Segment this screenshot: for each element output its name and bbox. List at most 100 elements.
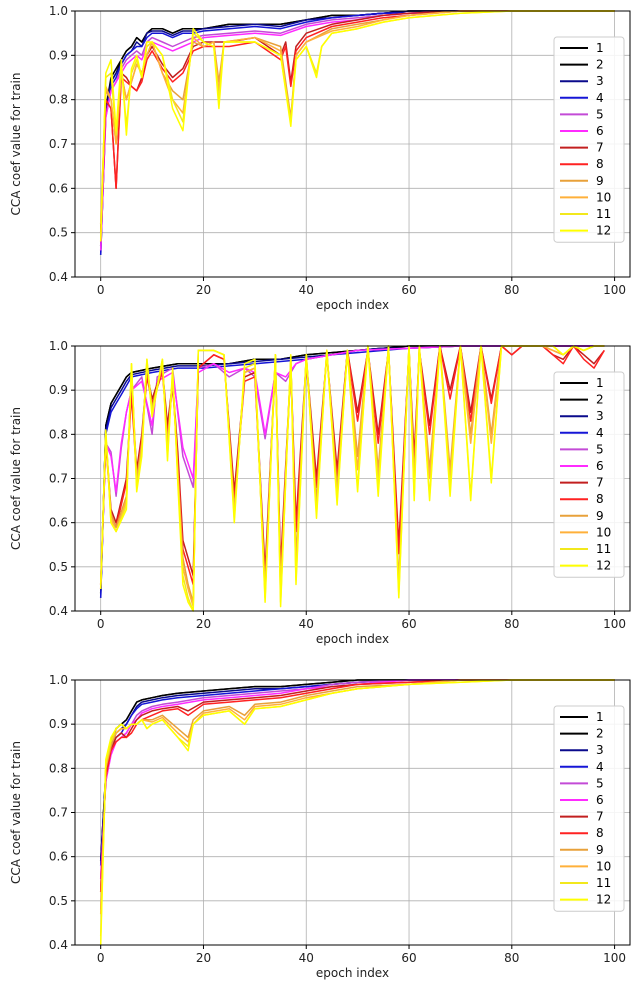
y-tick-label: 0.5: [49, 560, 68, 574]
x-tick-label: 60: [401, 951, 416, 965]
series-line-10: [99, 10, 615, 224]
x-tick-label: 20: [196, 283, 211, 297]
y-tick-label: 1.0: [49, 339, 68, 353]
legend-label-7: 7: [596, 141, 604, 155]
legend-label-2: 2: [596, 58, 604, 72]
y-tick-label: 0.6: [49, 850, 68, 864]
y-tick-label: 0.8: [49, 93, 68, 107]
legend-label-4: 4: [596, 91, 604, 105]
legend-label-6: 6: [596, 124, 604, 138]
y-tick-label: 0.8: [49, 427, 68, 441]
series-line-1: [99, 10, 615, 247]
legend-label-2: 2: [596, 393, 604, 407]
y-tick-label: 0.7: [49, 806, 68, 820]
x-tick-label: 0: [97, 951, 105, 965]
series-line-3: [99, 10, 615, 255]
x-tick-label: 40: [299, 283, 314, 297]
series-line-10: [99, 679, 615, 915]
legend-box: [553, 36, 625, 243]
y-axis-label: CCA coef value for train: [9, 741, 23, 884]
series-line-12: [99, 679, 615, 946]
x-tick-label: 20: [196, 617, 211, 631]
series-line-7: [99, 679, 615, 893]
legend-label-1: 1: [596, 710, 604, 724]
legend-label-11: 11: [596, 207, 611, 221]
legend-label-9: 9: [596, 843, 604, 857]
legend-label-12: 12: [596, 893, 611, 907]
legend-label-8: 8: [596, 157, 604, 171]
series-line-11: [99, 10, 615, 242]
x-axis-label: epoch index: [316, 966, 389, 980]
x-tick-label: 0: [97, 283, 105, 297]
y-tick-label: 0.6: [49, 516, 68, 530]
legend-label-9: 9: [596, 174, 604, 188]
x-tick-label: 20: [196, 951, 211, 965]
x-tick-label: 80: [504, 283, 519, 297]
y-axis-label: CCA coef value for train: [9, 407, 23, 550]
series-line-4: [99, 679, 615, 866]
series-line-9: [99, 10, 615, 224]
legend-label-12: 12: [596, 559, 611, 573]
legend-label-5: 5: [596, 776, 604, 790]
x-tick-label: 60: [401, 617, 416, 631]
chart-3: 0 20 40 60 80 100 0.4 0.5 0.6 0.7 0.8 0.9 1.0 epoch i…: [9, 673, 631, 980]
legend-label-10: 10: [596, 859, 611, 873]
legend-box: [553, 371, 625, 578]
y-tick-label: 0.7: [49, 472, 68, 486]
x-tick-label: 40: [299, 617, 314, 631]
series-line-11: [99, 679, 615, 937]
legend-label-7: 7: [596, 810, 604, 824]
x-tick-label: 60: [401, 283, 416, 297]
y-tick-label: 0.6: [49, 181, 68, 195]
chart-2: 0 20 40 60 80 100 0.4 0.5 0.6 0.7 0.8 0.9 1.0 epoch i…: [9, 339, 631, 646]
series-line-6: [99, 679, 615, 879]
x-tick-label: 100: [603, 617, 626, 631]
x-tick-label: 80: [504, 951, 519, 965]
legend-label-8: 8: [596, 826, 604, 840]
series-line-12: [99, 10, 615, 242]
legend-label-6: 6: [596, 793, 604, 807]
legend-label-3: 3: [596, 409, 604, 423]
legend-label-4: 4: [596, 426, 604, 440]
chart-1: 0 20 40 60 80 100 0.4 0.5 0.6 0.7 0.8 0.9 1.0 epoch i…: [9, 4, 631, 312]
series-line-5: [99, 10, 615, 251]
series-line-9: [99, 679, 615, 910]
x-tick-label: 0: [97, 617, 105, 631]
y-tick-label: 1.0: [49, 673, 68, 687]
x-tick-label: 100: [603, 951, 626, 965]
series-line-8: [99, 345, 605, 586]
legend-label-1: 1: [596, 41, 604, 55]
legend-label-1: 1: [596, 376, 604, 390]
legend-label-3: 3: [596, 74, 604, 88]
y-tick-label: 0.4: [49, 938, 68, 952]
legend-label-10: 10: [596, 525, 611, 539]
legend-label-10: 10: [596, 190, 611, 204]
y-tick-label: 0.7: [49, 137, 68, 151]
legend-label-9: 9: [596, 509, 604, 523]
legend-label-12: 12: [596, 224, 611, 238]
legend-box: [553, 705, 625, 912]
y-tick-label: 0.8: [49, 761, 68, 775]
series-line-12: [99, 345, 605, 612]
y-tick-label: 0.9: [49, 48, 68, 62]
legend-label-5: 5: [596, 442, 604, 456]
y-tick-label: 0.9: [49, 717, 68, 731]
legend-label-3: 3: [596, 743, 604, 757]
y-tick-label: 1.0: [49, 4, 68, 18]
legend-label-5: 5: [596, 107, 604, 121]
legend-label-6: 6: [596, 459, 604, 473]
y-tick-label: 0.9: [49, 383, 68, 397]
x-tick-label: 80: [504, 617, 519, 631]
series-line-2: [99, 10, 615, 247]
x-axis-label: epoch index: [316, 298, 389, 312]
series-group: [99, 10, 615, 255]
series-line-6: [99, 10, 615, 251]
x-tick-label: 40: [299, 951, 314, 965]
legend-label-2: 2: [596, 727, 604, 741]
x-tick-label: 100: [603, 283, 626, 297]
y-tick-label: 0.4: [49, 270, 68, 284]
series-line-5: [99, 679, 615, 879]
